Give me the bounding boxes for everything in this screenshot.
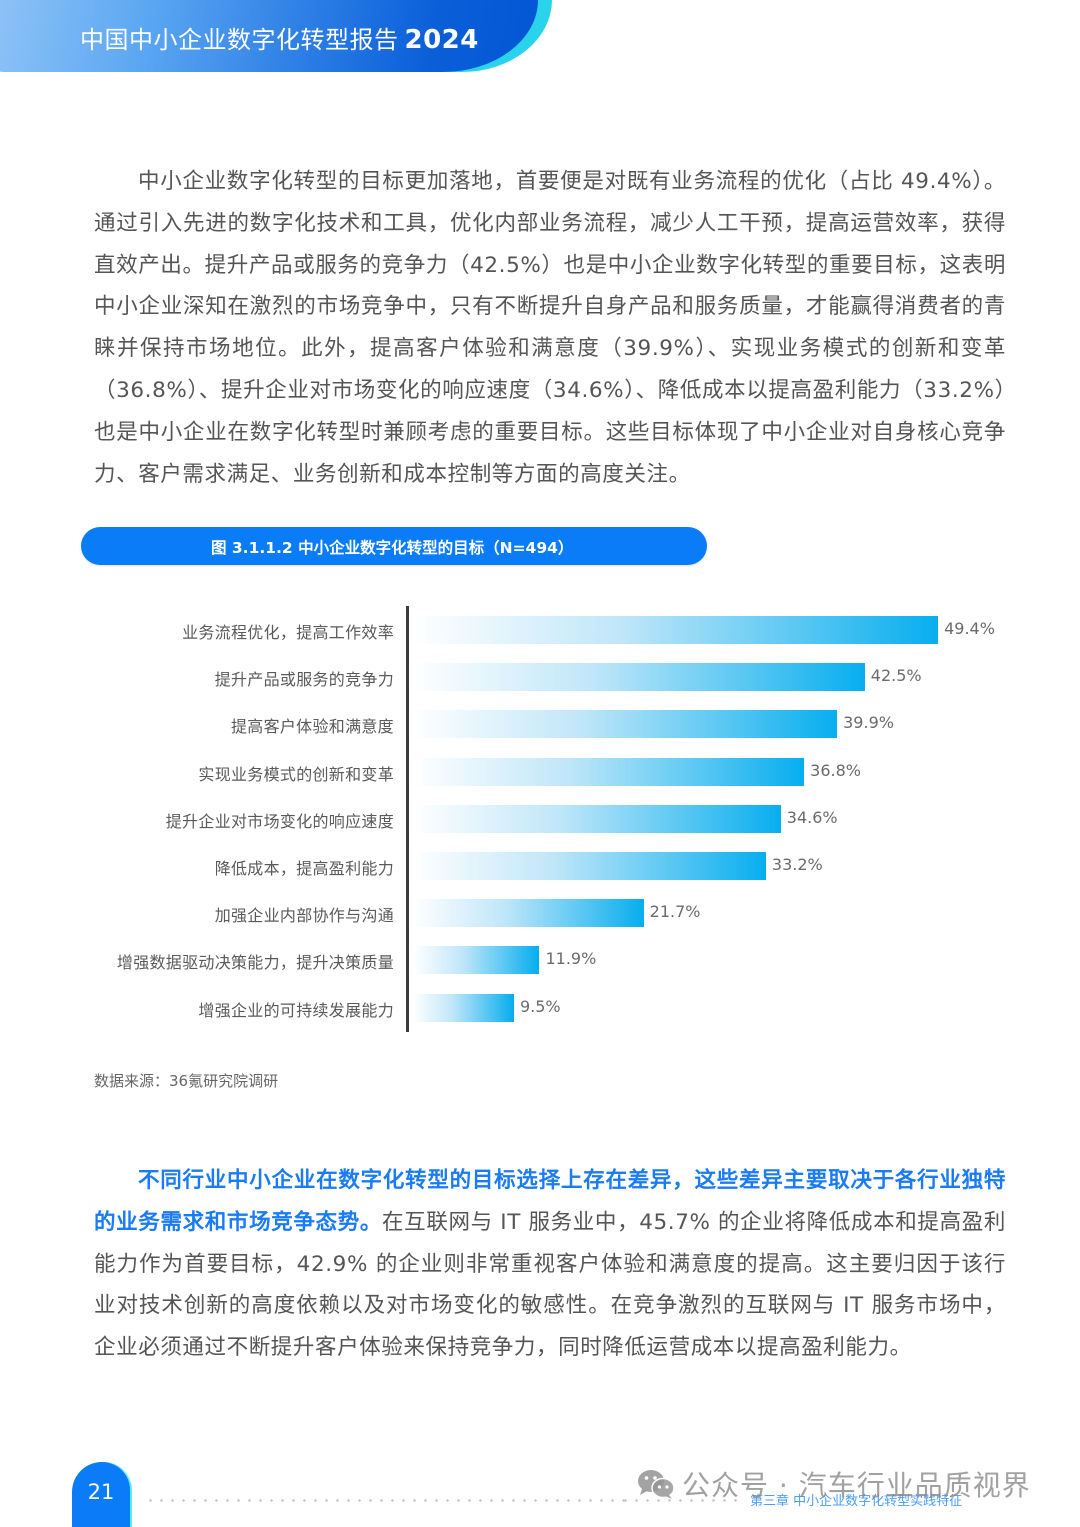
report-title-text: 中国中小企业数字化转型报告 — [80, 26, 399, 54]
chart-row: 增强企业的可持续发展能力 9.5% — [0, 993, 1080, 1022]
chart-row: 业务流程优化，提高工作效率 49.4% — [0, 616, 1080, 644]
data-source-note: 数据来源：36氪研究院调研 — [94, 1072, 279, 1090]
dotted-divider-right — [620, 1499, 745, 1502]
bar — [413, 616, 939, 644]
bar — [413, 757, 805, 786]
category-label: 增强企业的可持续发展能力 — [198, 1000, 394, 1020]
y-axis-line — [406, 606, 409, 1032]
dotted-divider — [145, 1499, 630, 1502]
bar — [413, 710, 838, 739]
category-label: 提升产品或服务的竞争力 — [214, 670, 394, 690]
value-label: 49.4% — [944, 619, 995, 638]
chart-row: 降低成本，提高盈利能力 33.2% — [0, 852, 1080, 880]
intro-paragraph: 中小企业数字化转型的目标更加落地，首要便是对既有业务流程的优化（占比 49.4%… — [94, 169, 1006, 487]
chart-row: 提高客户体验和满意度 39.9% — [0, 710, 1080, 739]
chart-row: 实现业务模式的创新和变革 36.8% — [0, 757, 1080, 786]
value-label: 11.9% — [545, 949, 597, 969]
value-label: 9.5% — [519, 996, 561, 1016]
figure-title: 图 3.1.1.2 中小企业数字化转型的目标（N=494） — [211, 539, 574, 557]
category-label: 增强数据驱动决策能力，提升决策质量 — [116, 953, 394, 973]
value-label: 36.8% — [810, 760, 861, 780]
category-label: 业务流程优化，提高工作效率 — [182, 623, 394, 642]
report-year: 2024 — [404, 25, 479, 55]
chapter-label: 第三章 中小企业数字化转型实践特征 — [750, 1494, 963, 1509]
category-label: 实现业务模式的创新和变革 — [198, 764, 394, 784]
chart-row: 增强数据驱动决策能力，提升决策质量 11.9% — [0, 946, 1080, 975]
category-label: 降低成本，提高盈利能力 — [214, 859, 394, 878]
value-label: 21.7% — [649, 902, 701, 922]
bar — [413, 899, 644, 928]
value-label: 34.6% — [786, 807, 838, 827]
paragraph-body: 在互联网与 IT 服务业中，45.7% 的企业将降低成本和提高盈利能力作为首要目… — [94, 1209, 1006, 1361]
chart-row: 提升产品或服务的竞争力 42.5% — [0, 663, 1080, 692]
value-label: 39.9% — [843, 713, 894, 733]
category-label: 加强企业内部协作与沟通 — [214, 906, 394, 926]
header-banner: 中国中小企业数字化转型报告 2024 — [0, 0, 560, 72]
bar — [413, 993, 514, 1022]
horizontal-bar-chart: 业务流程优化，提高工作效率 49.4% 提升产品或服务的竞争力 42.5% 提高客户体验… — [0, 604, 1080, 1034]
bar — [413, 852, 766, 880]
bar — [413, 804, 781, 833]
page-number: 21 — [87, 1480, 115, 1504]
category-label: 提高客户体验和满意度 — [230, 717, 394, 737]
value-label: 33.2% — [771, 855, 823, 874]
bar — [413, 946, 540, 975]
watermark-text: 公众号 · 汽车行业品质视界 — [682, 1469, 1031, 1502]
category-label: 提升企业对市场变化的响应速度 — [165, 811, 394, 831]
chart-row: 加强企业内部协作与沟通 21.7% — [0, 899, 1080, 928]
value-label: 42.5% — [870, 666, 922, 686]
industry-paragraph: 不同行业中小企业在数字化转型的目标选择上存在差异，这些差异主要取决于各行业独特的… — [94, 1160, 1006, 1369]
bar — [413, 663, 865, 692]
highlight-sentence: 不同行业中小企业在数字化转型的目标选择上存在差异，这些差异主要取决于各行业独特的… — [94, 1168, 1006, 1235]
header-background — [0, 0, 538, 72]
page-number-tab — [72, 1462, 130, 1527]
wechat-icon — [638, 1470, 675, 1499]
chart-row: 提升企业对市场变化的响应速度 34.6% — [0, 804, 1080, 833]
figure-title-pill: 图 3.1.1.2 中小企业数字化转型的目标（N=494） — [81, 527, 707, 565]
report-title: 中国中小企业数字化转型报告 2024 — [80, 20, 479, 55]
